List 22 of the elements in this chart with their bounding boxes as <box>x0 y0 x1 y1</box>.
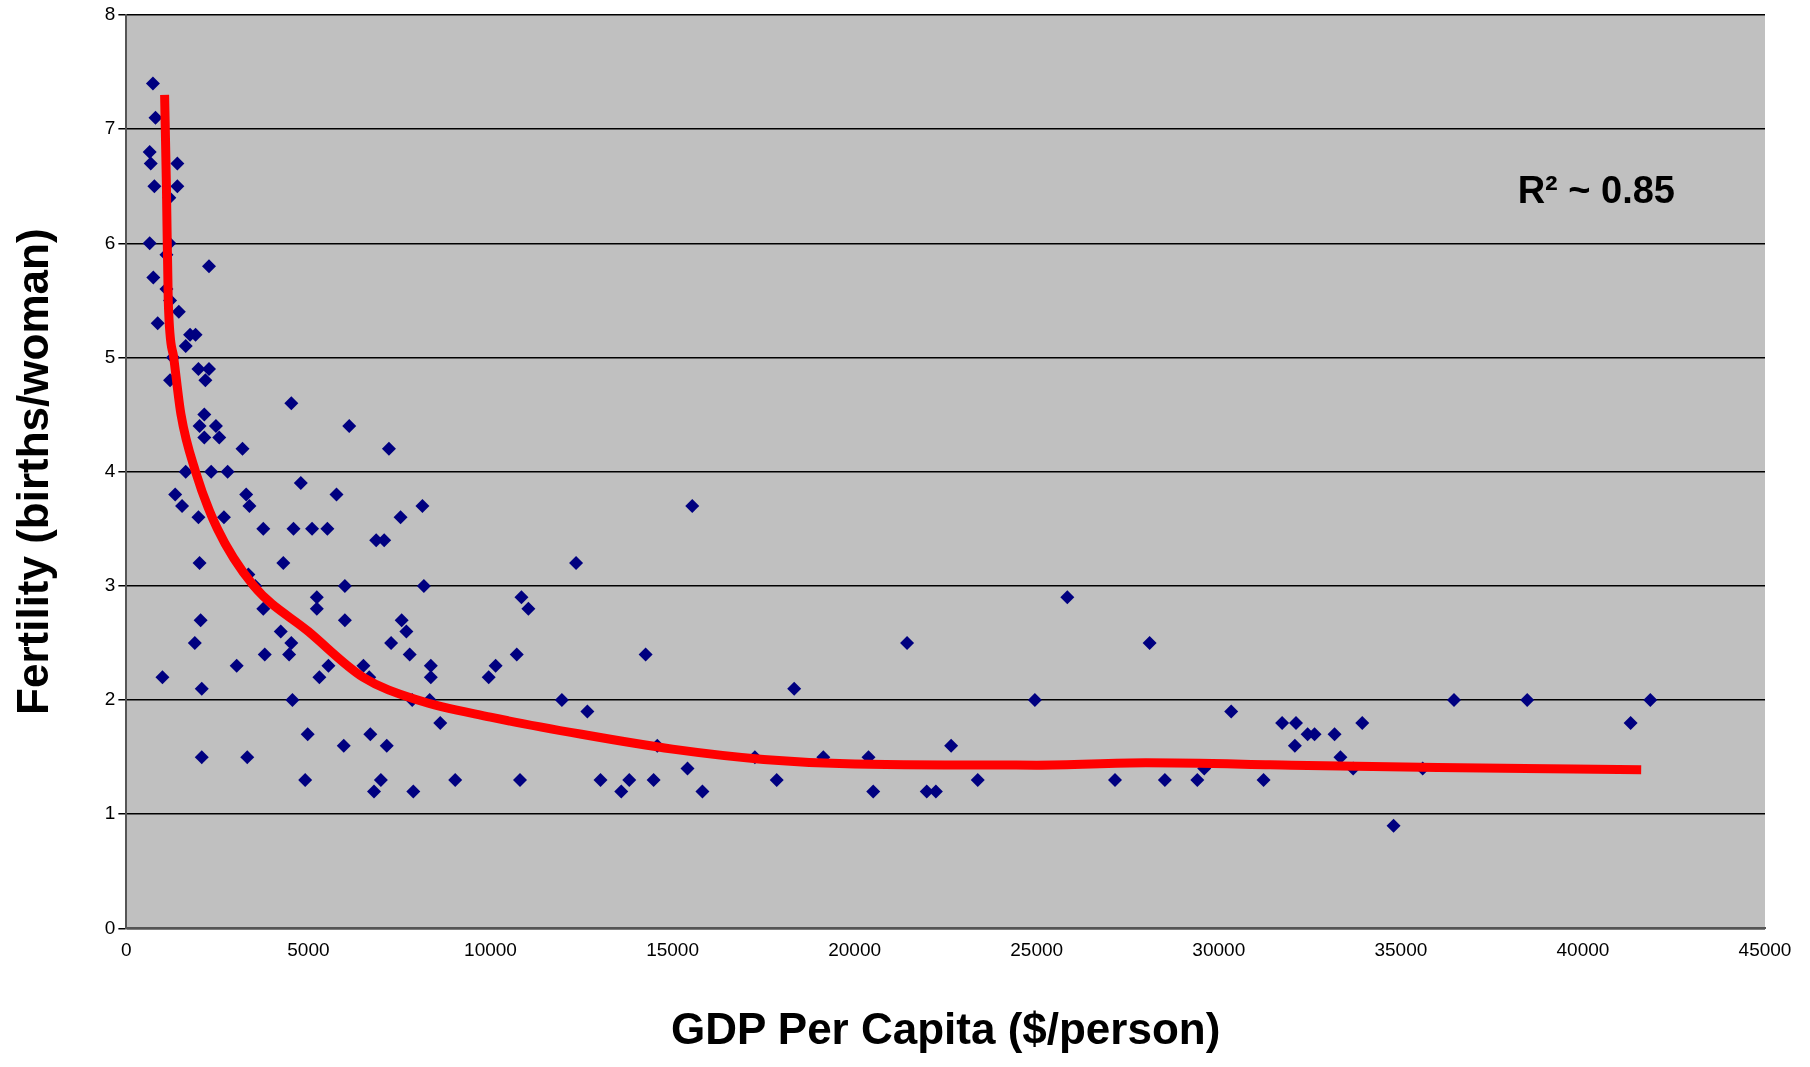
y-tick-label: 5 <box>104 345 116 367</box>
y-tick-label: 2 <box>104 688 116 710</box>
x-tick-label: 0 <box>121 939 132 961</box>
y-tick-label: 6 <box>104 231 116 253</box>
x-axis-title: GDP Per Capita ($/person) <box>671 1003 1221 1053</box>
annotation: R² ~ 0.85 <box>1517 169 1675 212</box>
x-tick-label: 30000 <box>1192 939 1246 961</box>
x-tick-label: 45000 <box>1738 939 1792 961</box>
x-tick-label: 40000 <box>1556 939 1610 961</box>
y-tick-label: 0 <box>104 916 116 938</box>
y-tick-label: 1 <box>104 802 116 824</box>
y-tick-label: 3 <box>104 574 116 596</box>
y-tick-label: 7 <box>104 117 116 139</box>
y-tick-label: 4 <box>104 459 116 481</box>
x-tick-label: 15000 <box>646 939 699 961</box>
x-tick-label: 25000 <box>1010 939 1064 961</box>
y-tick-label: 8 <box>104 3 116 25</box>
x-tick-label: 35000 <box>1374 939 1428 961</box>
x-tick-label: 5000 <box>287 939 330 961</box>
x-tick-label: 10000 <box>464 939 517 961</box>
x-tick-label: 20000 <box>828 939 882 961</box>
y-axis-title: Fertility (births/woman) <box>7 228 57 715</box>
